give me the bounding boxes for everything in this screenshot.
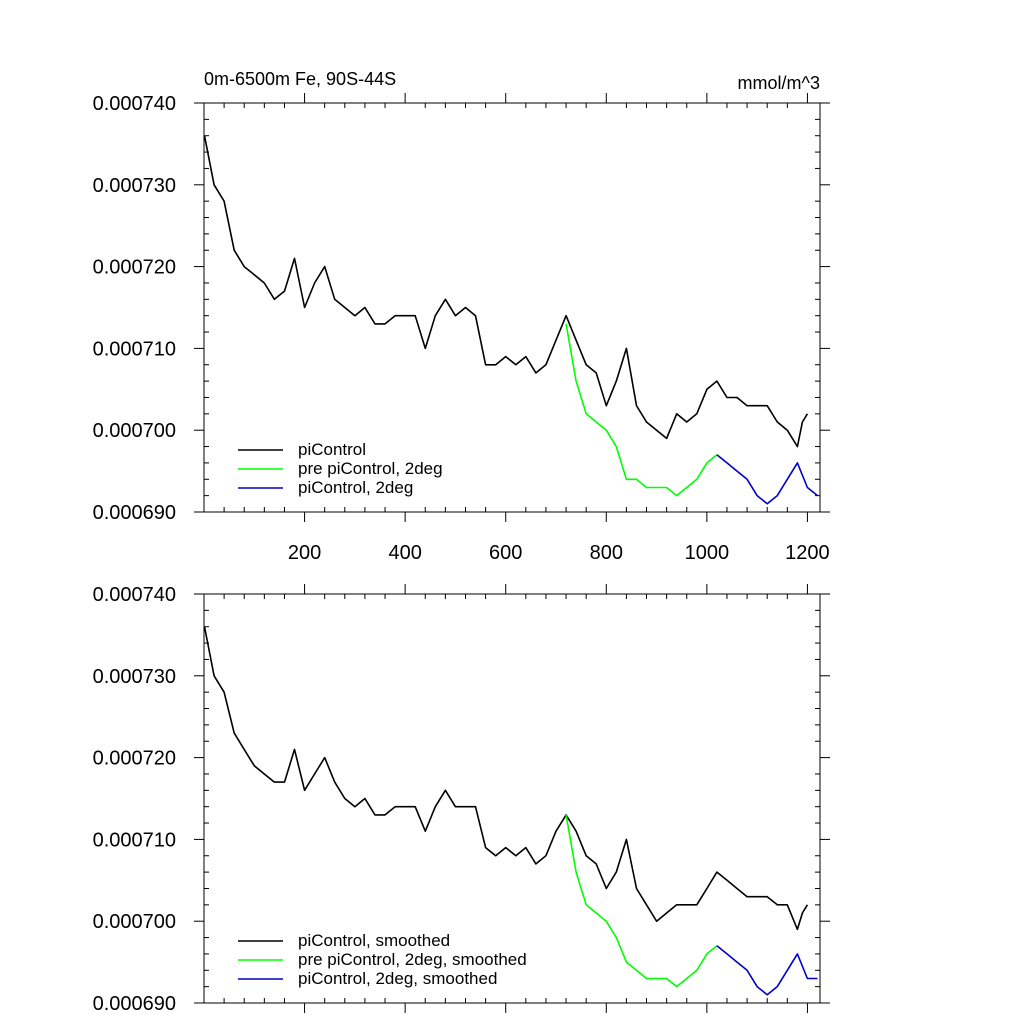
y-tick-label: 0.000710	[93, 338, 176, 360]
bottom-panel: 0.000690 0.000700 0.000710 0.000720 0.000730…	[93, 584, 830, 1015]
legend-label-0: piControl, smoothed	[298, 931, 450, 950]
series-line-0	[203, 626, 809, 931]
series-line-1	[565, 323, 718, 497]
legend-label-2: piControl, 2deg	[298, 478, 413, 497]
x-tick-label: 1000	[685, 542, 730, 564]
y-tick-label: 0.000730	[93, 666, 176, 688]
y-tick-label: 0.000730	[93, 175, 176, 197]
y-tick-label: 0.000720	[93, 748, 176, 770]
x-tick-label: 200	[288, 542, 321, 564]
y-tick-label: 0.000740	[93, 93, 176, 115]
legend-label-2: piControl, 2deg, smoothed	[298, 969, 497, 988]
y-tick-label: 0.000710	[93, 829, 176, 851]
x-tick-label: 1200	[785, 542, 830, 564]
y-tick-label: 0.000700	[93, 911, 176, 933]
plot-frame	[203, 102, 821, 513]
y-tick-label: 0.000740	[93, 584, 176, 606]
plot-frame	[203, 593, 821, 1004]
chart-units: mmol/m^3	[738, 73, 820, 93]
series-line-2	[716, 945, 818, 996]
chart-title: 0m-6500m Fe, 90S-44S	[204, 69, 396, 89]
legend-label-1: pre piControl, 2deg, smoothed	[298, 950, 527, 969]
y-tick-label: 0.000720	[93, 257, 176, 279]
series-line-2	[716, 454, 819, 505]
series-line-0	[203, 135, 809, 448]
series-line-1	[565, 814, 718, 988]
top-panel: 200 400 600 800 1000 1200 0.000690 0.000700 0.00…	[93, 69, 830, 564]
y-tick-label: 0.000700	[93, 420, 176, 442]
y-tick-label: 0.000690	[93, 993, 176, 1015]
x-tick-label: 400	[388, 542, 421, 564]
legend-label-0: piControl	[298, 440, 366, 459]
y-tick-label: 0.000690	[93, 502, 176, 524]
x-tick-label: 800	[590, 542, 623, 564]
x-tick-label: 600	[489, 542, 522, 564]
legend-label-1: pre piControl, 2deg	[298, 459, 443, 478]
